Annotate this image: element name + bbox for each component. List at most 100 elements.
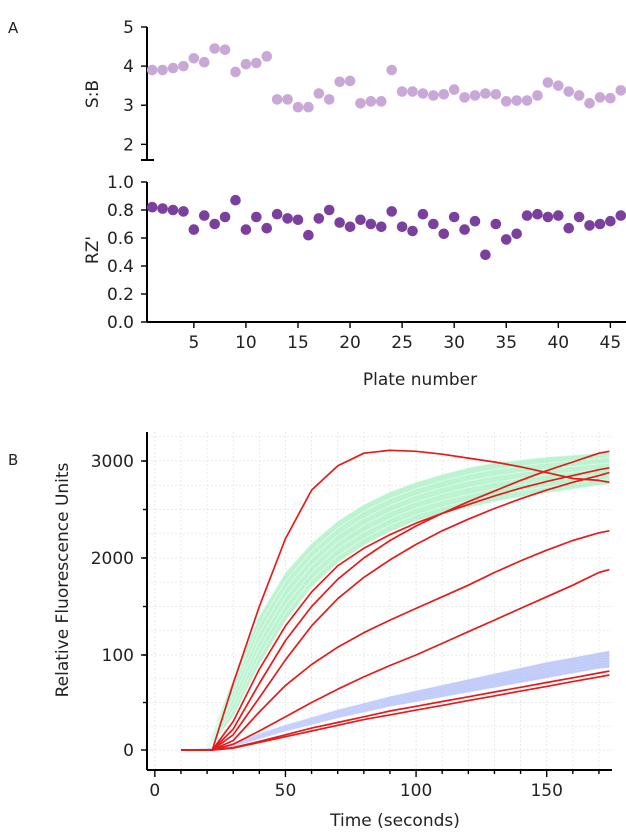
b-xtick-label: 150 xyxy=(530,781,562,801)
rz-point xyxy=(261,222,273,234)
rz-point xyxy=(230,194,241,206)
sb-point xyxy=(167,62,179,74)
panel-a-top-ylabel: S:B xyxy=(83,80,103,108)
rz-point xyxy=(178,206,189,217)
a-top-ytick-label: 2 xyxy=(123,135,134,155)
sb-point xyxy=(407,86,418,97)
sb-point xyxy=(344,75,356,87)
sb-point xyxy=(521,95,533,106)
sb-point xyxy=(615,85,626,96)
rz-point xyxy=(532,208,543,220)
a-bottom-ytick-label: 1.0 xyxy=(107,173,134,193)
green-trace xyxy=(181,483,610,751)
rz-point xyxy=(323,204,335,216)
sb-point xyxy=(396,86,408,97)
blue-trace xyxy=(180,653,610,751)
red-trace xyxy=(181,449,610,751)
panel-a-top-y-ticks: 2 3 4 5 xyxy=(123,18,147,155)
b-xtick-label: 100 xyxy=(400,781,432,801)
panel-a-bottom-chart: 0.0 0.2 0.4 0.6 0.8 1.0 5 10 15 20 25 30 35 40 45 RZ'… xyxy=(83,173,626,390)
sb-point xyxy=(292,101,304,113)
sb-point xyxy=(261,51,273,62)
rz-point xyxy=(292,214,304,226)
panel-a-xlabel: Plate number xyxy=(363,370,477,390)
rz-point xyxy=(386,206,398,217)
sb-point xyxy=(251,57,262,69)
sb-point xyxy=(553,80,564,91)
rz-point xyxy=(251,211,262,223)
rz-point xyxy=(209,218,220,230)
a-xtick-label: 35 xyxy=(495,333,517,353)
sb-point xyxy=(219,44,231,55)
rz-point xyxy=(428,218,439,230)
panel-b-lines xyxy=(181,449,610,751)
a-xtick-label: 20 xyxy=(339,333,361,353)
rz-point xyxy=(313,213,325,224)
panel-a-bottom-points xyxy=(146,194,626,261)
sb-point xyxy=(198,56,210,68)
sb-point xyxy=(438,88,450,100)
a-bottom-ytick-label: 0.6 xyxy=(107,229,134,249)
b-ytick-label: 100 xyxy=(102,646,134,666)
b-xtick-label: 0 xyxy=(149,781,160,801)
rz-point xyxy=(396,221,408,233)
sb-point xyxy=(188,52,200,64)
sb-point xyxy=(511,95,522,106)
sb-point xyxy=(480,88,491,99)
sb-point xyxy=(375,96,387,107)
rz-point xyxy=(375,221,387,233)
rz-point xyxy=(355,214,366,226)
sb-point xyxy=(240,58,252,70)
sb-point xyxy=(532,90,543,101)
rz-point xyxy=(605,215,616,227)
panel-b-x-ticks: 0 50 100 150 xyxy=(149,770,600,801)
sb-point xyxy=(271,94,283,105)
a-xtick-label: 30 xyxy=(443,333,465,353)
blue-trace xyxy=(180,650,610,751)
sb-point xyxy=(417,88,429,99)
panel-b-grid xyxy=(147,432,612,770)
blue-trace xyxy=(180,661,610,751)
panel-b-y-ticks: 0 100 2000 3000 xyxy=(91,452,147,761)
sb-point xyxy=(542,77,554,88)
b-xtick-label: 50 xyxy=(275,781,297,801)
rz-point xyxy=(480,249,491,261)
rz-point xyxy=(198,210,210,221)
rz-point xyxy=(448,211,460,223)
a-top-ytick-label: 4 xyxy=(123,57,134,77)
rz-point xyxy=(417,208,429,220)
a-top-ytick-label: 3 xyxy=(123,96,134,116)
rz-point xyxy=(459,224,470,235)
sb-point xyxy=(428,90,439,101)
sb-point xyxy=(282,94,293,105)
red-trace xyxy=(181,674,610,751)
blue-trace xyxy=(181,666,610,751)
sb-point xyxy=(573,90,585,101)
sb-point xyxy=(355,97,366,109)
red-trace xyxy=(181,466,610,751)
b-ytick-label: 2000 xyxy=(91,549,134,569)
red-trace xyxy=(181,471,610,751)
sb-point xyxy=(469,90,481,101)
sb-point xyxy=(605,92,616,104)
blue-trace xyxy=(180,656,610,751)
red-trace xyxy=(181,568,610,751)
rz-point xyxy=(438,228,450,240)
rz-point xyxy=(365,218,377,230)
sb-point xyxy=(594,92,606,103)
a-xtick-label: 45 xyxy=(600,333,622,353)
rz-point xyxy=(146,201,158,213)
sb-point xyxy=(365,96,377,107)
red-trace xyxy=(181,529,610,751)
sb-point xyxy=(459,92,470,103)
rz-point xyxy=(167,204,179,216)
panel-b-ylabel: Relative Fluorescence Units xyxy=(53,462,73,697)
sb-point xyxy=(178,60,189,72)
sb-point xyxy=(563,86,575,97)
panel-a-bottom-ylabel: RZ' xyxy=(83,236,103,264)
sb-point xyxy=(230,66,241,78)
rz-point xyxy=(303,229,314,241)
panel-a-top-chart: 2 3 4 5 S:B xyxy=(83,18,626,161)
